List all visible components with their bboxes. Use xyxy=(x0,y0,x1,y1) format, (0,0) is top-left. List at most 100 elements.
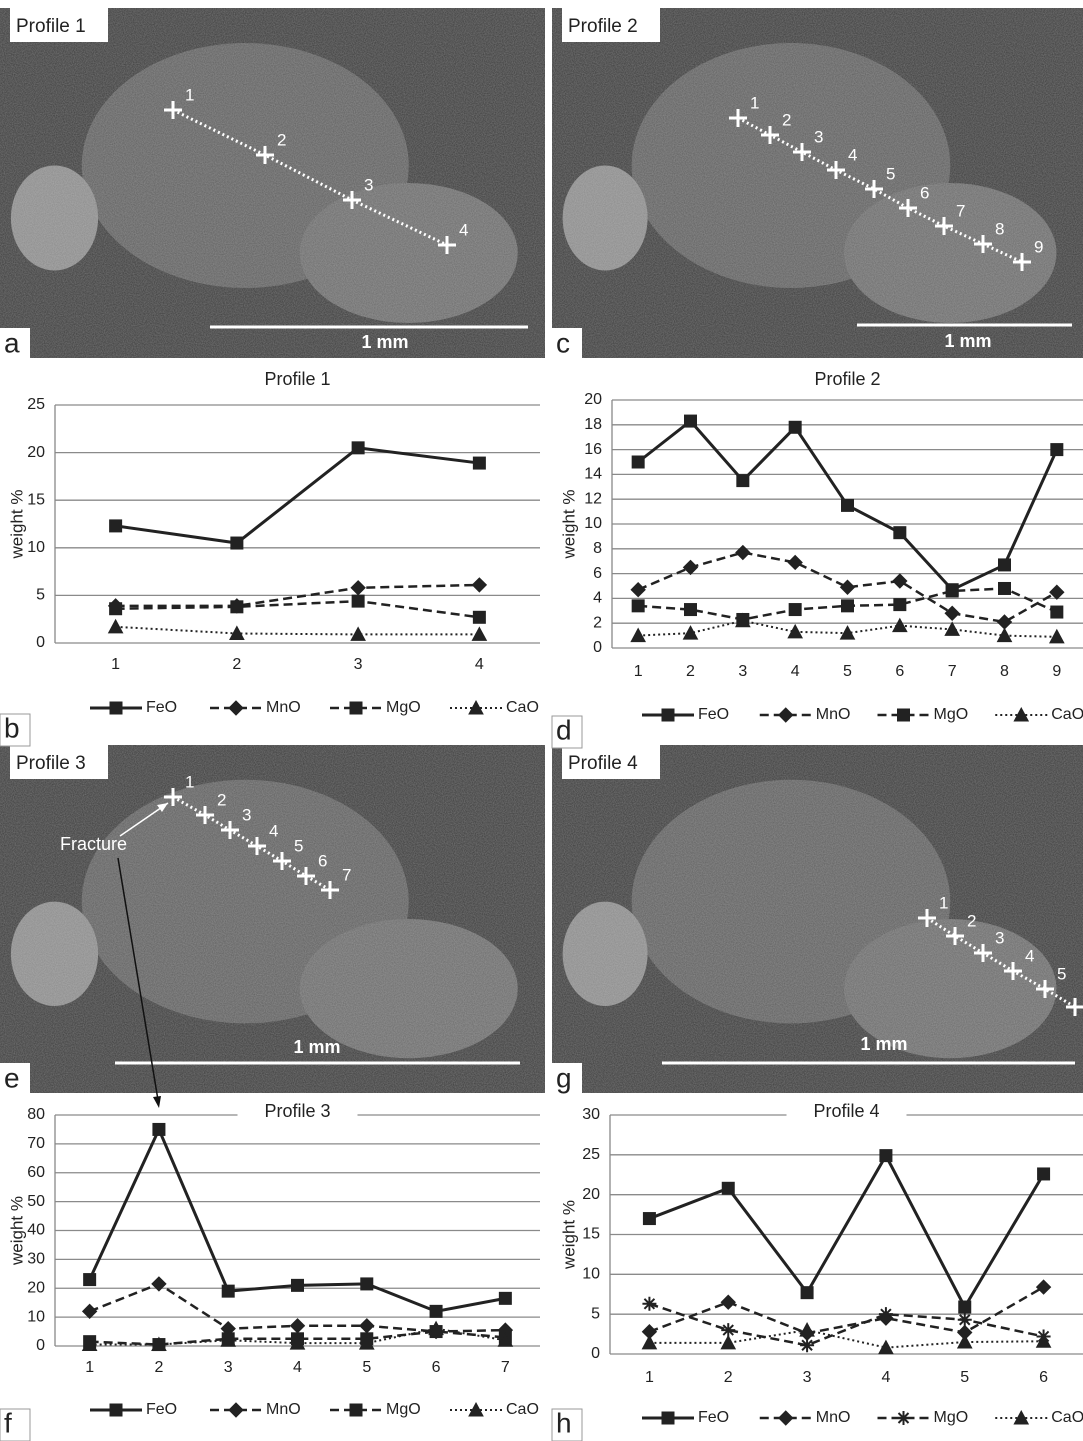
marker xyxy=(996,627,1013,643)
point-label: 8 xyxy=(995,219,1004,238)
letter-box xyxy=(551,1408,583,1441)
x-tick-label: 1 xyxy=(645,1369,654,1386)
marker xyxy=(498,1291,512,1305)
series-line xyxy=(649,1329,1044,1349)
y-tick-label: 12 xyxy=(584,490,602,507)
legend-marker xyxy=(349,1403,363,1417)
marker xyxy=(230,536,244,550)
y-tick-label: 0 xyxy=(36,634,45,651)
legend-label: MgO xyxy=(386,699,421,716)
y-tick-label: 5 xyxy=(36,587,45,604)
y-tick-label: 20 xyxy=(584,391,602,408)
marker xyxy=(83,1273,97,1287)
chart: 0 10 20 30 40 50 60 70 80 Profile 3 weight % 1 2 3 4 5 6… xyxy=(0,1100,540,1441)
letter-box xyxy=(552,1063,582,1093)
panel-letter: b xyxy=(4,712,20,743)
x-tick-label: 4 xyxy=(791,663,800,680)
marker xyxy=(720,1294,736,1310)
series-line xyxy=(648,1152,1045,1311)
marker xyxy=(428,1320,444,1336)
profile-point xyxy=(164,101,182,119)
legend-label: FeO xyxy=(698,706,729,723)
marker xyxy=(998,581,1011,595)
x-tick-label: 5 xyxy=(362,1359,371,1376)
marker xyxy=(1050,443,1064,457)
label-box xyxy=(10,745,108,779)
legend-label: MnO xyxy=(266,699,301,716)
marker xyxy=(291,1278,304,1292)
point-label: 5 xyxy=(1057,964,1066,983)
marker xyxy=(891,617,908,633)
title-bg xyxy=(237,1100,358,1124)
legend-marker xyxy=(778,1410,794,1426)
y-tick-label: 15 xyxy=(582,1226,600,1243)
marker xyxy=(841,498,854,512)
profile-point xyxy=(793,143,811,161)
y-axis-label: weight % xyxy=(7,490,26,560)
profile-point xyxy=(321,881,339,899)
profile-point xyxy=(164,788,182,806)
title-bg xyxy=(786,1100,907,1124)
profile-point xyxy=(761,126,779,144)
marker xyxy=(221,1284,235,1298)
x-tick-label: 6 xyxy=(895,663,904,680)
profile-point xyxy=(946,927,964,945)
x-tick-label: 3 xyxy=(803,1369,812,1386)
scale-label: 1 mm xyxy=(944,331,991,351)
marker xyxy=(151,1336,167,1352)
marker xyxy=(351,594,365,608)
marker xyxy=(151,1276,167,1292)
point-label: 1 xyxy=(750,93,759,112)
letter-box xyxy=(551,715,583,749)
profile-point xyxy=(248,837,266,855)
marker xyxy=(879,1149,893,1163)
marker xyxy=(957,1312,972,1327)
profile-point xyxy=(918,909,936,927)
x-tick-label: 4 xyxy=(293,1359,302,1376)
y-tick-label: 0 xyxy=(36,1337,45,1354)
y-tick-label: 40 xyxy=(27,1222,45,1239)
marker xyxy=(642,1296,657,1311)
point-label: 1 xyxy=(185,85,194,104)
title-bg xyxy=(237,368,358,392)
series-line xyxy=(115,446,480,545)
point-label: 3 xyxy=(364,175,373,194)
marker xyxy=(787,623,804,639)
letter-box xyxy=(0,328,30,358)
x-tick-label: 5 xyxy=(960,1369,969,1386)
panel-title: Profile 3 xyxy=(16,753,86,774)
y-tick-label: 80 xyxy=(27,1106,45,1123)
marker xyxy=(684,603,697,617)
series-line xyxy=(649,1302,1044,1347)
x-tick-label: 4 xyxy=(475,656,484,673)
profile-point xyxy=(297,867,315,885)
panel-letter: h xyxy=(556,1407,572,1438)
legend-label: CaO xyxy=(1051,1409,1083,1426)
profile-point xyxy=(827,161,845,179)
y-tick-label: 20 xyxy=(582,1186,600,1203)
marker xyxy=(497,1332,514,1347)
scale-label: 1 mm xyxy=(293,1037,340,1057)
texture xyxy=(0,745,545,1093)
panel-letter: f xyxy=(4,1407,12,1438)
profile-point xyxy=(1036,980,1054,998)
x-tick-label: 1 xyxy=(85,1359,94,1376)
y-tick-label: 20 xyxy=(27,1279,45,1296)
marker xyxy=(892,573,908,589)
texture xyxy=(552,745,1083,1093)
panel-letter: e xyxy=(4,1062,20,1093)
profile-point xyxy=(974,235,992,253)
arrow-head xyxy=(157,803,168,812)
chart-title: Profile 1 xyxy=(264,369,330,389)
point-label: 2 xyxy=(217,790,226,809)
marker xyxy=(220,1332,237,1347)
marker xyxy=(956,1333,973,1349)
legend-label: MnO xyxy=(816,1409,851,1426)
marker xyxy=(839,625,856,640)
marker xyxy=(109,519,123,533)
profile-point xyxy=(196,806,214,824)
marker xyxy=(472,456,486,470)
point-label: 9 xyxy=(1034,237,1043,256)
x-tick-label: 2 xyxy=(232,656,241,673)
